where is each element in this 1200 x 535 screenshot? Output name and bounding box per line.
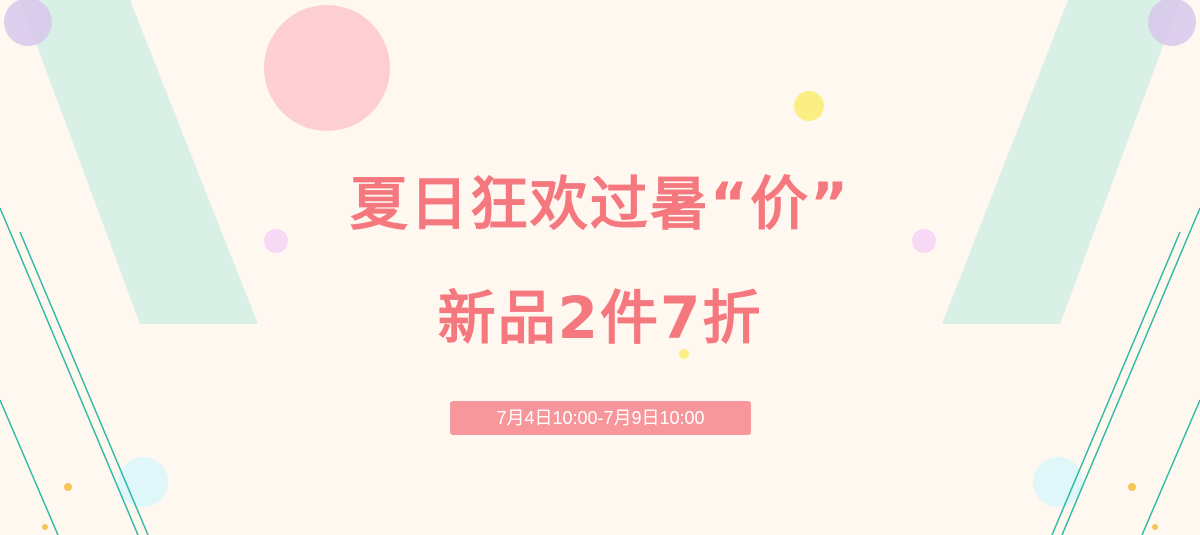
teal-line-left-2	[19, 231, 149, 535]
top-left-corner-circle	[4, 0, 52, 46]
orange-dot-left	[64, 483, 72, 491]
teal-line-left-3	[0, 399, 59, 535]
teal-line-right-1	[1061, 207, 1200, 535]
pink-circle	[264, 5, 390, 131]
date-range-badge: 7月4日10:00-7月9日10:00	[450, 401, 751, 435]
cyan-circle-right	[1033, 457, 1083, 507]
teal-line-left-1	[0, 207, 139, 535]
yellow-dot-small	[679, 349, 689, 359]
orange-dot-right	[1128, 483, 1136, 491]
headline-line-2: 新品2件7折	[437, 284, 763, 352]
yellow-dot-large	[794, 91, 824, 121]
headline-line-1: 夏日狂欢过暑“价”	[349, 170, 851, 238]
teal-line-right-3	[1141, 399, 1200, 535]
orange-dot-right-2	[1152, 524, 1158, 530]
right-mint-stripe	[942, 0, 1180, 324]
top-right-corner-circle	[1148, 0, 1196, 46]
lilac-dot-right	[912, 229, 936, 253]
left-mint-stripe	[20, 0, 258, 324]
teal-line-right-2	[1051, 231, 1181, 535]
orange-dot-left-2	[42, 524, 48, 530]
lilac-dot-left	[264, 229, 288, 253]
